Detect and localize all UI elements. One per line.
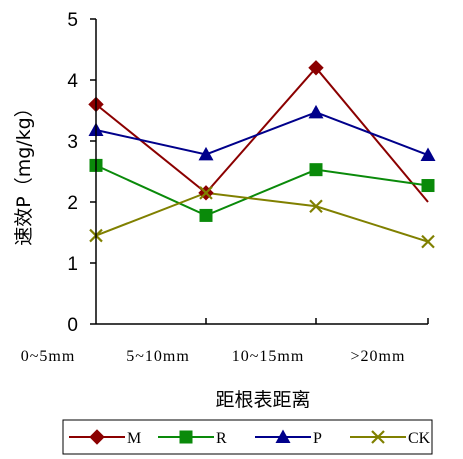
plot-markers <box>88 60 436 249</box>
series-line-m <box>95 66 429 203</box>
y-axis-label: 速效P（mg/kg） <box>13 98 35 246</box>
series-line-r <box>95 164 429 217</box>
legend-label-r: R <box>216 430 227 447</box>
data-point-p <box>198 146 214 161</box>
x-axis-label: 距根表距离 <box>215 389 310 411</box>
legend-marker-r <box>179 430 193 444</box>
y-tick-label: 0 <box>67 315 78 336</box>
legend: M R P CK <box>62 419 433 455</box>
data-point-m <box>308 60 324 76</box>
y-tick-label: 5 <box>67 10 78 31</box>
series-line-ck <box>95 191 429 243</box>
data-point-ck <box>199 186 213 200</box>
x-tick-label: 10~15mm <box>232 348 305 365</box>
y-tick-label: 1 <box>67 254 78 275</box>
legend-marker-ck <box>371 430 385 444</box>
y-ticks: 0 1 2 3 4 5 <box>67 10 96 336</box>
plot-lines <box>95 66 429 243</box>
legend-marker-m <box>89 429 105 445</box>
data-point-r <box>309 163 323 177</box>
data-point-p <box>420 147 436 162</box>
series-line-p <box>95 111 429 156</box>
x-tick-label: 5~10mm <box>126 348 190 365</box>
legend-label-ck: CK <box>408 430 431 447</box>
x-ticks: 0~5mm 5~10mm 10~15mm >20mm <box>21 318 429 365</box>
data-point-ck <box>421 234 435 249</box>
data-point-r <box>199 208 213 222</box>
data-point-r <box>421 179 435 193</box>
data-point-ck <box>309 199 323 214</box>
y-tick-label: 3 <box>67 132 78 153</box>
x-tick-label: 0~5mm <box>21 348 76 365</box>
data-point-p <box>308 104 324 119</box>
legend-marker-p <box>275 429 291 443</box>
legend-label-m: M <box>127 430 141 447</box>
legend-label-p: P <box>313 430 322 447</box>
legend-items: M R P CK <box>69 429 431 447</box>
x-tick-label: >20mm <box>351 348 406 365</box>
y-tick-label: 2 <box>67 193 78 214</box>
y-tick-label: 4 <box>67 71 78 92</box>
